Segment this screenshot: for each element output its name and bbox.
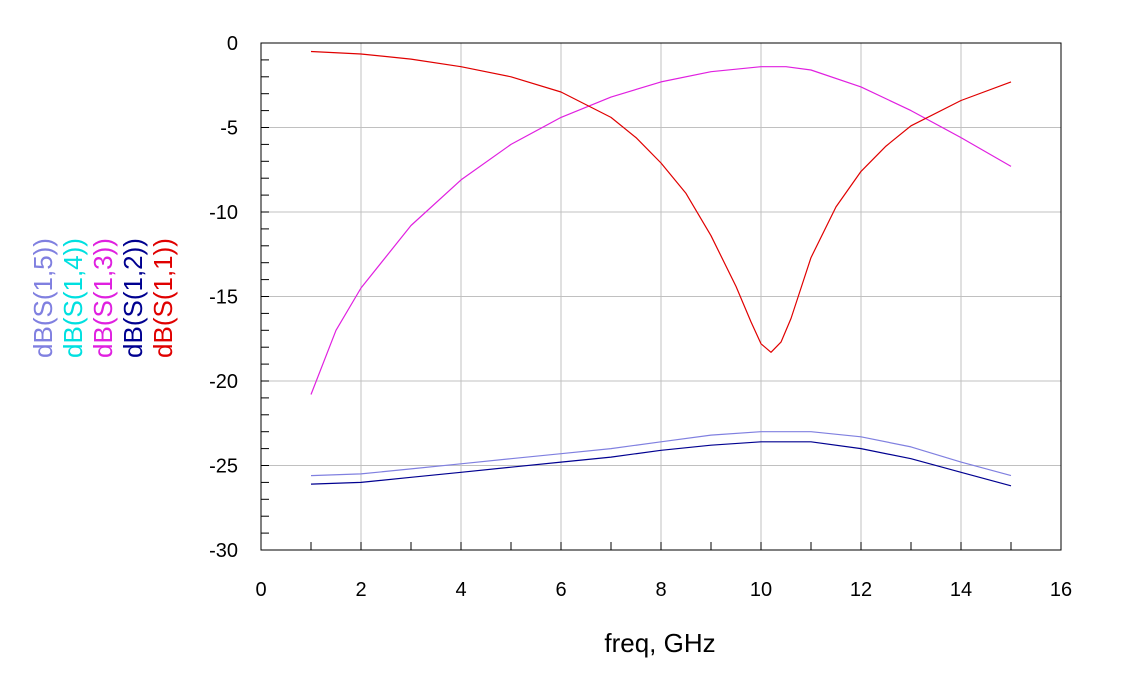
y-tick-label: -15: [209, 287, 238, 309]
x-tick-label: 12: [850, 579, 872, 601]
x-tick-label: 6: [555, 579, 566, 601]
x-tick-label: 16: [1050, 579, 1072, 601]
series-line-db-s-1-1: [310, 50, 1012, 353]
legend-entry: dB(S(1,2)): [118, 238, 148, 358]
legend: dB(S(1,5)) dB(S(1,4)) dB(S(1,3)) dB(S(1,2))…: [28, 238, 178, 358]
x-tick-labels: 0 2 4 6 8 10 12 14 16: [255, 579, 1072, 601]
y-tick-label: -30: [209, 540, 238, 562]
legend-entry: dB(S(1,5)): [28, 238, 58, 358]
legend-entry: dB(S(1,3)): [88, 238, 118, 358]
y-tick-label: -20: [209, 371, 238, 393]
x-axis-title: freq, GHz: [604, 628, 715, 658]
y-tick-label: -10: [209, 202, 238, 224]
series-line-db-s-1-2: [310, 441, 1012, 487]
x-tick-label: 4: [455, 579, 466, 601]
y-tick-labels: 0 -5 -10 -15 -20 -25 -30: [209, 33, 238, 562]
x-tick-label: 10: [750, 579, 772, 601]
minor-ticks: [260, 42, 1062, 551]
series-lines: [310, 50, 1012, 487]
series-line-db-s-1-5: [310, 431, 1012, 477]
y-tick-label: 0: [227, 33, 238, 55]
x-tick-label: 14: [950, 579, 972, 601]
x-tick-label: 0: [255, 579, 266, 601]
y-tick-label: -5: [220, 118, 238, 140]
series-line-db-s-1-3: [310, 66, 1012, 395]
plot-frame: [260, 42, 1062, 551]
legend-entry: dB(S(1,1)): [148, 238, 178, 358]
legend-entry: dB(S(1,4)): [58, 238, 88, 358]
x-tick-label: 8: [655, 579, 666, 601]
x-tick-label: 2: [355, 579, 366, 601]
y-tick-label: -25: [209, 456, 238, 478]
